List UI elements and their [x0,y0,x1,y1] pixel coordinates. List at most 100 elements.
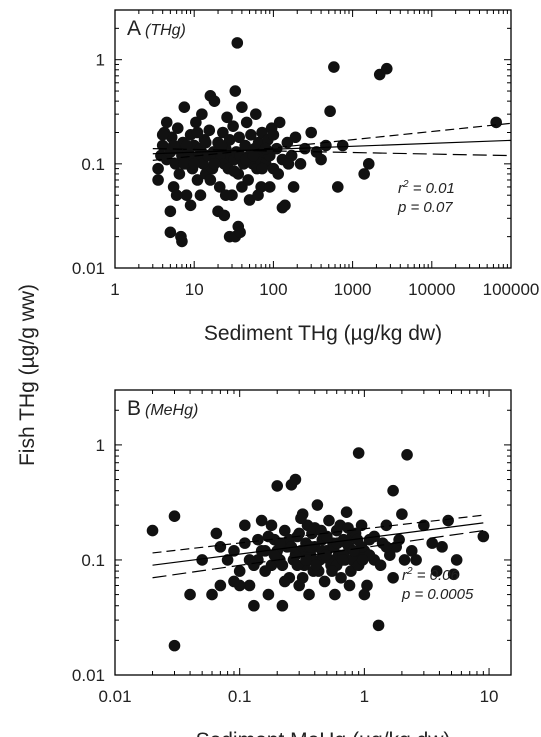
data-point [236,181,248,193]
data-point [396,508,408,520]
data-point [318,575,331,588]
data-point [194,189,207,202]
x-tick-label: 1 [110,280,119,299]
data-point [164,205,177,218]
data-point [291,559,304,572]
data-point [358,168,370,180]
data-point [447,568,460,581]
data-point [436,541,448,553]
data-point [188,158,200,170]
data-point [361,579,373,592]
data-point [319,549,332,561]
data-point [304,541,317,553]
data-point [243,579,256,592]
data-point [374,559,387,572]
data-point [343,579,356,592]
data-point [219,189,232,202]
data-point [295,512,307,525]
data-point [170,189,183,202]
data-point [259,565,271,577]
data-point [168,510,181,523]
x-axis-title: Sediment MeHg (µg/kg dw) [196,729,451,737]
data-point [236,101,248,113]
data-point [372,619,385,632]
p-value-label: p = 0.07 [397,199,453,216]
data-point [387,571,399,584]
data-point [262,588,275,601]
data-point [184,588,196,601]
data-point [328,61,340,73]
data-point [223,134,236,146]
data-point [331,537,344,549]
data-point [303,588,315,601]
y-tick-label: 1 [96,51,105,70]
data-point [293,527,305,540]
y-tick-label: 1 [96,436,105,455]
data-point [278,575,291,588]
data-point [289,473,302,486]
data-point [169,158,182,170]
data-point [210,527,223,540]
data-point [204,174,217,186]
data-point [190,116,202,129]
data-point [342,522,354,534]
data-point [398,554,411,566]
data-point [228,165,241,177]
x-tick-label: 1 [360,687,369,706]
data-point [196,108,208,120]
data-point [203,124,216,137]
data-point [214,541,227,553]
data-point [240,116,253,129]
data-point [173,168,186,180]
x-tick-label: 1000 [334,280,372,299]
data-point [274,537,286,549]
data-point [271,480,284,492]
x-tick-label: 0.1 [228,687,252,706]
data-point [265,519,278,532]
x-tick-label: 10000 [408,280,455,299]
data-point [450,554,463,566]
panel-a: 1 10 100 1000 10000 100000 0.01 0.1 1 Sediment TH… [72,9,539,345]
data-point [196,554,208,566]
data-point [323,514,335,527]
data-point [156,129,169,141]
data-point [401,449,413,461]
data-point [289,131,302,144]
data-point [167,139,180,152]
data-point [331,181,344,193]
data-point [213,181,226,193]
data-point [239,537,251,549]
p-value-label: p = 0.0005 [401,586,474,603]
x-tick-label: 0.01 [98,687,131,706]
data-point [176,235,188,248]
data-point [477,530,490,543]
data-point [234,226,246,239]
data-point [336,139,349,152]
data-point [276,201,289,214]
data-point [320,139,332,152]
data-point [228,575,240,588]
data-point [380,62,393,75]
data-point [208,158,221,170]
data-point [250,108,262,120]
data-point [426,537,438,549]
panel-letter: A [127,17,141,40]
data-point [248,559,260,572]
data-point [248,599,260,612]
data-point [218,209,231,222]
data-point [442,514,454,527]
y-tick-label: 0.01 [72,666,105,685]
data-point [152,162,164,175]
x-tick-label: 10 [480,687,499,706]
data-point [229,85,242,97]
r-squared-label: r2 = 0.01 [398,179,455,197]
data-point [208,95,221,107]
data-point [356,554,369,566]
panel-letter: B [127,397,141,420]
data-point [160,116,173,129]
data-point [310,559,322,572]
panel-tag: (THg) [145,22,186,39]
data-point [252,189,264,202]
y-tick-label: 0.1 [81,551,105,570]
data-point [311,499,324,511]
